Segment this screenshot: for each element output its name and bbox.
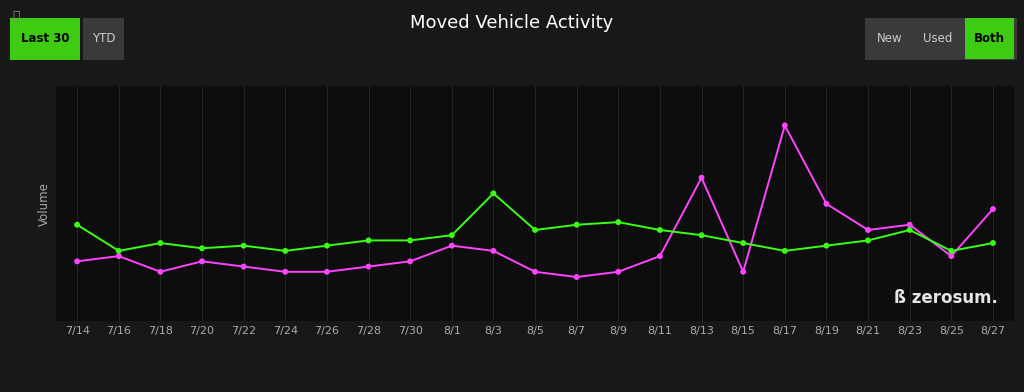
Point (278, 269, 294, 275)
Point (860, 237, 877, 243)
Text: Last 30: Last 30 (20, 32, 70, 45)
Point (153, 269, 169, 275)
Text: ß zerosum.: ß zerosum. (894, 289, 998, 307)
Text: Both: Both (974, 32, 1005, 45)
Point (443, 243, 460, 249)
Point (818, 243, 835, 249)
Point (485, 248, 502, 254)
Point (485, 190, 502, 196)
Point (360, 237, 377, 243)
Point (111, 248, 127, 254)
Point (985, 240, 1001, 246)
Text: ⓘ: ⓘ (12, 10, 19, 23)
Point (69, 258, 85, 265)
Point (735, 269, 752, 275)
Point (236, 243, 252, 249)
Point (236, 263, 252, 270)
Point (568, 221, 585, 228)
Point (153, 240, 169, 246)
Point (443, 232, 460, 238)
Point (568, 274, 585, 280)
Point (278, 248, 294, 254)
Text: Used: Used (924, 32, 952, 45)
Point (194, 245, 210, 251)
Point (776, 122, 793, 129)
Point (860, 227, 877, 233)
Y-axis label: Volume: Volume (38, 182, 51, 226)
Point (901, 221, 918, 228)
Point (776, 248, 793, 254)
Point (402, 258, 419, 265)
Point (651, 253, 668, 259)
Point (735, 240, 752, 246)
Point (69, 221, 85, 228)
Point (318, 269, 335, 275)
Text: YTD: YTD (92, 32, 115, 45)
Text: New: New (877, 32, 902, 45)
Point (901, 227, 918, 233)
Point (943, 248, 959, 254)
Point (818, 201, 835, 207)
Text: Moved Vehicle Activity: Moved Vehicle Activity (411, 14, 613, 32)
Point (651, 227, 668, 233)
Point (610, 269, 627, 275)
Point (194, 258, 210, 265)
Point (610, 219, 627, 225)
Point (527, 227, 544, 233)
Point (693, 174, 710, 181)
Point (111, 253, 127, 259)
Point (527, 269, 544, 275)
Point (402, 237, 419, 243)
Point (360, 263, 377, 270)
Point (693, 232, 710, 238)
Point (985, 206, 1001, 212)
Point (943, 253, 959, 259)
Point (318, 243, 335, 249)
